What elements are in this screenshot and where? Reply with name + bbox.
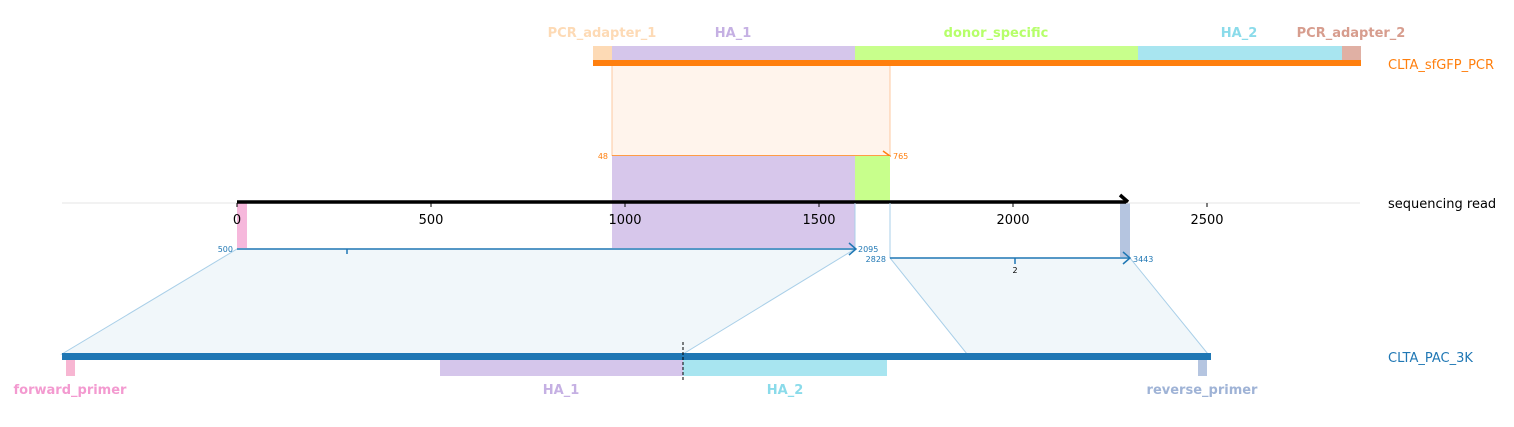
read-name: sequencing read (1388, 197, 1496, 212)
alignment-ref-end-sfgfp: 765 (893, 152, 908, 161)
read-track: 0 500 1000 1500 2000 2500 sequencing read (62, 156, 1496, 257)
alignment-mark-label-pac3k-2: 2 (1012, 266, 1017, 275)
feature-label-ha-1-bottom: HA_1 (543, 383, 580, 398)
alignment-band-pac3k-2 (888, 257, 1210, 355)
feature-bar-ha-1-top (612, 46, 855, 62)
reference-line-pac3k (62, 353, 1211, 360)
reference-line-sfgfp (593, 60, 1361, 66)
alignment-band-pac3k-1 (60, 248, 857, 355)
feature-bar-ha-2-bottom (683, 360, 887, 376)
alignment-band-sfgfp (612, 64, 890, 156)
feature-bar-ha-1-bottom (440, 360, 683, 376)
alignment-ref-end-pac3k-2: 3443 (1133, 255, 1153, 264)
read-arrowhead (1118, 193, 1130, 204)
read-feature-donor-specific (855, 156, 890, 202)
feature-label-forward-primer: forward_primer (14, 383, 128, 398)
feature-label-ha-2-bottom: HA_2 (767, 383, 804, 398)
reference-track-sfgfp: PCR_adapter_1 HA_1 donor_specific HA_2 P… (548, 26, 1494, 162)
feature-bar-donor-specific (855, 46, 1138, 62)
alignment-arrowhead-pac3k-2 (1122, 251, 1132, 265)
axis-tick-label: 1000 (608, 213, 641, 228)
feature-label-pcr-adapter-1: PCR_adapter_1 (548, 26, 657, 41)
read-feature-reverse-primer (1120, 203, 1130, 257)
alignment-arrowhead-pac3k-1 (848, 242, 858, 256)
feature-bar-forward-primer (66, 360, 75, 376)
feature-bar-pcr-adapter-1 (593, 46, 612, 62)
feature-label-donor-specific: donor_specific (944, 26, 1049, 41)
axis-tick-label: 2000 (996, 213, 1029, 228)
reference-track-pac3k: 500 2095 2 2828 3443 forward_primer HA_1… (14, 203, 1473, 398)
feature-label-ha-1-top: HA_1 (715, 26, 752, 41)
axis-tick-label: 1500 (802, 213, 835, 228)
reference-name-sfgfp: CLTA_sfGFP_PCR (1388, 58, 1494, 73)
feature-label-ha-2-top: HA_2 (1221, 26, 1258, 41)
axis-tick-label: 500 (419, 213, 444, 228)
reference-name-pac3k: CLTA_PAC_3K (1388, 351, 1473, 366)
read-feature-forward-primer (237, 203, 247, 248)
alignment-ref-start-sfgfp: 48 (598, 152, 608, 161)
alignment-ref-start-pac3k-1: 500 (218, 245, 233, 254)
feature-bar-ha-2-top (1138, 46, 1342, 62)
axis-tick-label: 2500 (1190, 213, 1223, 228)
feature-bar-pcr-adapter-2 (1342, 46, 1361, 62)
alignment-ref-end-pac3k-1: 2095 (858, 245, 878, 254)
feature-label-pcr-adapter-2: PCR_adapter_2 (1297, 26, 1406, 41)
read-axis-ticks: 0 500 1000 1500 2000 2500 (233, 203, 1224, 228)
feature-bar-reverse-primer (1198, 360, 1207, 376)
feature-label-reverse-primer: reverse_primer (1147, 383, 1259, 398)
axis-tick-label: 0 (233, 213, 241, 228)
alignment-ref-start-pac3k-2: 2828 (866, 255, 886, 264)
